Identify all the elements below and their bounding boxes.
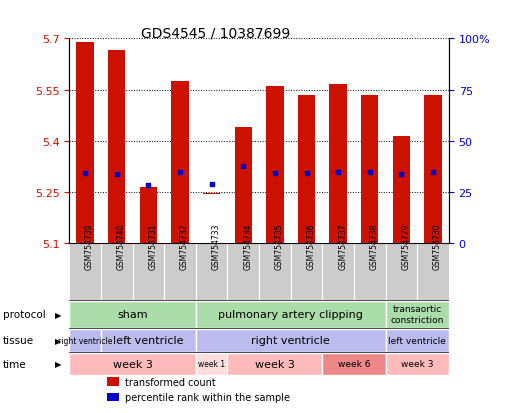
Bar — [386, 244, 417, 300]
Text: transformed count: transformed count — [125, 377, 216, 387]
Bar — [322, 244, 354, 300]
Text: transaortic
constriction: transaortic constriction — [390, 305, 444, 324]
Bar — [76, 43, 94, 244]
Bar — [234, 128, 252, 244]
Bar — [424, 95, 442, 244]
Text: week 3: week 3 — [255, 359, 295, 369]
Text: GSM754731: GSM754731 — [148, 223, 157, 270]
FancyBboxPatch shape — [101, 329, 196, 352]
Text: left ventricle: left ventricle — [113, 335, 184, 345]
FancyBboxPatch shape — [227, 353, 322, 375]
Bar — [298, 95, 315, 244]
Text: GSM754730: GSM754730 — [433, 223, 442, 270]
Text: GSM754737: GSM754737 — [338, 223, 347, 270]
Text: GSM754735: GSM754735 — [275, 223, 284, 270]
FancyBboxPatch shape — [386, 329, 449, 352]
Bar — [361, 95, 379, 244]
Text: ▶: ▶ — [55, 336, 61, 345]
Bar — [132, 244, 164, 300]
FancyBboxPatch shape — [196, 301, 386, 328]
Text: week 3: week 3 — [112, 359, 152, 369]
Text: tissue: tissue — [3, 335, 34, 345]
Bar — [196, 244, 227, 300]
Bar — [259, 244, 291, 300]
Text: time: time — [3, 359, 26, 369]
Text: ▶: ▶ — [55, 310, 61, 319]
Text: week 3: week 3 — [401, 359, 433, 368]
Bar — [107, 393, 120, 401]
FancyBboxPatch shape — [69, 301, 196, 328]
Text: GSM754739: GSM754739 — [85, 223, 94, 270]
Text: GSM754732: GSM754732 — [180, 223, 189, 270]
FancyBboxPatch shape — [69, 353, 196, 375]
FancyBboxPatch shape — [386, 301, 449, 328]
Bar — [69, 244, 101, 300]
Text: GSM754729: GSM754729 — [401, 223, 410, 270]
FancyBboxPatch shape — [196, 353, 227, 375]
Text: left ventricle: left ventricle — [388, 336, 446, 345]
Bar — [266, 87, 284, 244]
Text: GSM754738: GSM754738 — [370, 223, 379, 270]
FancyBboxPatch shape — [69, 329, 101, 352]
Text: ▶: ▶ — [55, 359, 61, 368]
Bar — [329, 85, 347, 244]
Text: GSM754733: GSM754733 — [211, 223, 221, 270]
Text: right ventricle: right ventricle — [251, 335, 330, 345]
Text: percentile rank within the sample: percentile rank within the sample — [125, 392, 290, 402]
FancyBboxPatch shape — [386, 353, 449, 375]
Bar — [393, 136, 410, 244]
Bar — [291, 244, 322, 300]
Text: sham: sham — [117, 309, 148, 319]
Bar — [108, 51, 125, 244]
Bar — [101, 244, 132, 300]
Bar — [227, 244, 259, 300]
Text: pulmonary artery clipping: pulmonary artery clipping — [218, 309, 363, 319]
Text: GSM754736: GSM754736 — [306, 223, 315, 270]
Text: protocol: protocol — [3, 309, 45, 319]
Bar — [417, 244, 449, 300]
Bar — [171, 82, 189, 244]
Text: GDS4545 / 10387699: GDS4545 / 10387699 — [141, 27, 290, 41]
Bar — [107, 377, 120, 386]
Text: week 6: week 6 — [338, 359, 370, 368]
Text: GSM754740: GSM754740 — [117, 223, 126, 270]
Bar — [164, 244, 196, 300]
Bar — [354, 244, 386, 300]
Text: right ventricle: right ventricle — [58, 336, 112, 345]
FancyBboxPatch shape — [322, 353, 386, 375]
Text: week 1: week 1 — [198, 359, 225, 368]
Bar — [203, 193, 220, 195]
Text: GSM754734: GSM754734 — [243, 223, 252, 270]
FancyBboxPatch shape — [196, 329, 386, 352]
Bar — [140, 188, 157, 244]
